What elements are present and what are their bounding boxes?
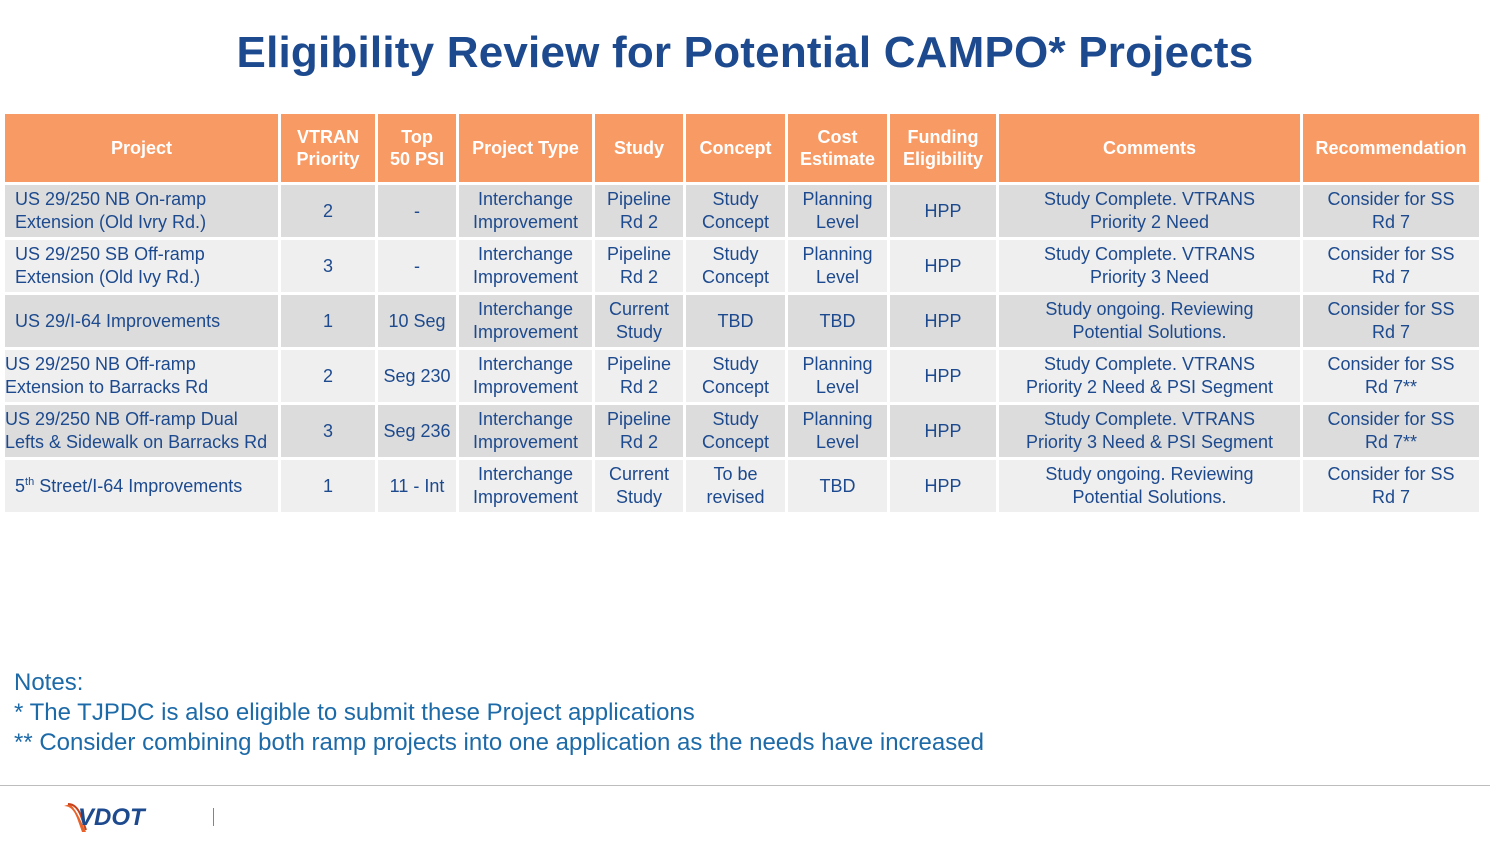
- cell-concept: To be revised: [686, 460, 785, 512]
- cell-comments: Study Complete. VTRANS Priority 3 Need: [999, 240, 1300, 292]
- cell-top-50-psi: Seg 236: [378, 405, 456, 457]
- cell-concept: TBD: [686, 295, 785, 347]
- cell-cost-estimate: Planning Level: [788, 240, 887, 292]
- cell-cost-estimate: Planning Level: [788, 185, 887, 237]
- cell-concept: Study Concept: [686, 185, 785, 237]
- table-row: US 29/250 NB On-ramp Extension (Old Ivry …: [5, 185, 1479, 237]
- cell-study: Current Study: [595, 295, 683, 347]
- cell-cost-estimate: Planning Level: [788, 350, 887, 402]
- vdot-swoosh-logo-icon: VDOT: [64, 803, 147, 832]
- header-project: Project: [5, 114, 278, 182]
- cell-funding-eligibility: HPP: [890, 460, 996, 512]
- cell-project: 5th Street/I-64 Improvements: [5, 460, 278, 512]
- header-recommendation: Recommendation: [1303, 114, 1479, 182]
- cell-study: Pipeline Rd 2: [595, 405, 683, 457]
- cell-top-50-psi: 10 Seg: [378, 295, 456, 347]
- cell-comments: Study ongoing. Reviewing Potential Soluti…: [999, 295, 1300, 347]
- table-row: 5th Street/I-64 Improvements 1 11 - Int …: [5, 460, 1479, 512]
- cell-cost-estimate: TBD: [788, 295, 887, 347]
- cell-top-50-psi: 11 - Int: [378, 460, 456, 512]
- cell-vtran-priority: 3: [281, 240, 375, 292]
- cell-recommendation: Consider for SS Rd 7**: [1303, 350, 1479, 402]
- cell-recommendation: Consider for SS Rd 7: [1303, 240, 1479, 292]
- cell-funding-eligibility: HPP: [890, 240, 996, 292]
- cell-funding-eligibility: HPP: [890, 405, 996, 457]
- cell-comments: Study Complete. VTRANS Priority 2 Need & …: [999, 350, 1300, 402]
- cell-project-type: Interchange Improvement: [459, 350, 592, 402]
- cell-funding-eligibility: HPP: [890, 185, 996, 237]
- cell-project-type: Interchange Improvement: [459, 185, 592, 237]
- cell-cost-estimate: TBD: [788, 460, 887, 512]
- cell-concept: Study Concept: [686, 405, 785, 457]
- cell-project-type: Interchange Improvement: [459, 295, 592, 347]
- header-vtran-priority: VTRAN Priority: [281, 114, 375, 182]
- cell-recommendation: Consider for SS Rd 7: [1303, 460, 1479, 512]
- table-row: US 29/250 NB Off-ramp Extension to Barrac…: [5, 350, 1479, 402]
- cell-concept: Study Concept: [686, 350, 785, 402]
- notes-heading: Notes:: [14, 669, 84, 696]
- cell-vtran-priority: 2: [281, 350, 375, 402]
- table-header-row: Project VTRAN Priority Top 50 PSI Project …: [5, 114, 1479, 182]
- eligibility-table: Project VTRAN Priority Top 50 PSI Project …: [2, 111, 1482, 515]
- cell-comments: Study Complete. VTRANS Priority 2 Need: [999, 185, 1300, 237]
- cell-cost-estimate: Planning Level: [788, 405, 887, 457]
- cell-project: US 29/I-64 Improvements: [5, 295, 278, 347]
- vdot-logo: VDOT: [62, 798, 182, 838]
- cell-vtran-priority: 3: [281, 405, 375, 457]
- cell-recommendation: Consider for SS Rd 7: [1303, 185, 1479, 237]
- cell-vtran-priority: 1: [281, 295, 375, 347]
- header-project-type: Project Type: [459, 114, 592, 182]
- header-funding-eligibility: Funding Eligibility: [890, 114, 996, 182]
- page-title: Eligibility Review for Potential CAMPO* …: [236, 28, 1254, 77]
- cell-vtran-priority: 2: [281, 185, 375, 237]
- cell-top-50-psi: Seg 230: [378, 350, 456, 402]
- cell-funding-eligibility: HPP: [890, 295, 996, 347]
- cell-funding-eligibility: HPP: [890, 350, 996, 402]
- header-study: Study: [595, 114, 683, 182]
- header-concept: Concept: [686, 114, 785, 182]
- cell-project: US 29/250 NB Off-ramp Dual Lefts & Sidewa…: [5, 405, 278, 457]
- table-row: US 29/250 SB Off-ramp Extension (Old Ivy …: [5, 240, 1479, 292]
- cell-study: Pipeline Rd 2: [595, 185, 683, 237]
- cell-project: US 29/250 NB On-ramp Extension (Old Ivry …: [5, 185, 278, 237]
- cell-top-50-psi: -: [378, 185, 456, 237]
- cell-comments: Study ongoing. Reviewing Potential Soluti…: [999, 460, 1300, 512]
- table-row: US 29/250 NB Off-ramp Dual Lefts & Sidewa…: [5, 405, 1479, 457]
- note-line: ** Consider combining both ramp projects…: [14, 729, 984, 756]
- cell-project: US 29/250 NB Off-ramp Extension to Barrac…: [5, 350, 278, 402]
- cell-recommendation: Consider for SS Rd 7**: [1303, 405, 1479, 457]
- cell-study: Pipeline Rd 2: [595, 240, 683, 292]
- logo-separator: [213, 808, 214, 826]
- note-line: * The TJPDC is also eligible to submit t…: [14, 699, 695, 726]
- cell-project-type: Interchange Improvement: [459, 405, 592, 457]
- cell-project-type: Interchange Improvement: [459, 240, 592, 292]
- cell-study: Current Study: [595, 460, 683, 512]
- cell-vtran-priority: 1: [281, 460, 375, 512]
- cell-project: US 29/250 SB Off-ramp Extension (Old Ivy …: [5, 240, 278, 292]
- notes-section: Notes: * The TJPDC is also eligible to s…: [14, 668, 984, 758]
- cell-project-type: Interchange Improvement: [459, 460, 592, 512]
- table-row: US 29/I-64 Improvements 1 10 Seg Interch…: [5, 295, 1479, 347]
- vdot-logo-text: VDOT: [78, 804, 147, 831]
- cell-concept: Study Concept: [686, 240, 785, 292]
- header-cost-estimate: Cost Estimate: [788, 114, 887, 182]
- cell-recommendation: Consider for SS Rd 7: [1303, 295, 1479, 347]
- cell-study: Pipeline Rd 2: [595, 350, 683, 402]
- header-comments: Comments: [999, 114, 1300, 182]
- header-top-50-psi: Top 50 PSI: [378, 114, 456, 182]
- cell-comments: Study Complete. VTRANS Priority 3 Need & …: [999, 405, 1300, 457]
- footer-divider: [0, 785, 1490, 786]
- cell-top-50-psi: -: [378, 240, 456, 292]
